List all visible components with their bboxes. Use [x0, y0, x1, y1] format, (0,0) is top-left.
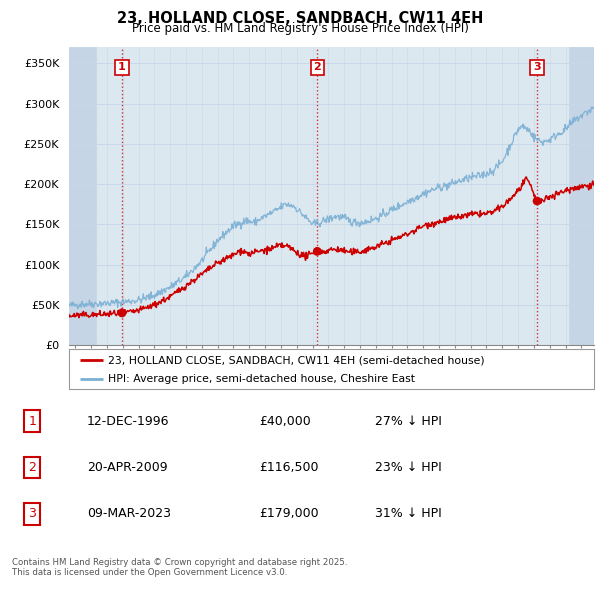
Text: 20-APR-2009: 20-APR-2009: [87, 461, 167, 474]
Point: [313, 247, 322, 256]
Text: 12-DEC-1996: 12-DEC-1996: [87, 415, 169, 428]
Bar: [569, 47, 594, 345]
Text: 3: 3: [533, 63, 541, 73]
Text: 23% ↓ HPI: 23% ↓ HPI: [375, 461, 442, 474]
Text: 09-MAR-2023: 09-MAR-2023: [87, 507, 171, 520]
Text: 23, HOLLAND CLOSE, SANDBACH, CW11 4EH: 23, HOLLAND CLOSE, SANDBACH, CW11 4EH: [117, 11, 483, 25]
Point: [117, 308, 127, 317]
Text: 2: 2: [313, 63, 321, 73]
Text: 1: 1: [28, 415, 36, 428]
Text: 2: 2: [28, 461, 36, 474]
Text: 23, HOLLAND CLOSE, SANDBACH, CW11 4EH (semi-detached house): 23, HOLLAND CLOSE, SANDBACH, CW11 4EH (s…: [109, 355, 485, 365]
Text: £179,000: £179,000: [260, 507, 319, 520]
Text: 27% ↓ HPI: 27% ↓ HPI: [375, 415, 442, 428]
Bar: [69, 47, 96, 345]
Text: 1: 1: [118, 63, 126, 73]
Text: Contains HM Land Registry data © Crown copyright and database right 2025.
This d: Contains HM Land Registry data © Crown c…: [12, 558, 347, 577]
Point: [532, 196, 542, 206]
Text: £40,000: £40,000: [260, 415, 311, 428]
Text: Price paid vs. HM Land Registry's House Price Index (HPI): Price paid vs. HM Land Registry's House …: [131, 22, 469, 35]
Text: £116,500: £116,500: [260, 461, 319, 474]
Text: 31% ↓ HPI: 31% ↓ HPI: [375, 507, 442, 520]
Text: 3: 3: [28, 507, 36, 520]
Text: HPI: Average price, semi-detached house, Cheshire East: HPI: Average price, semi-detached house,…: [109, 373, 415, 384]
